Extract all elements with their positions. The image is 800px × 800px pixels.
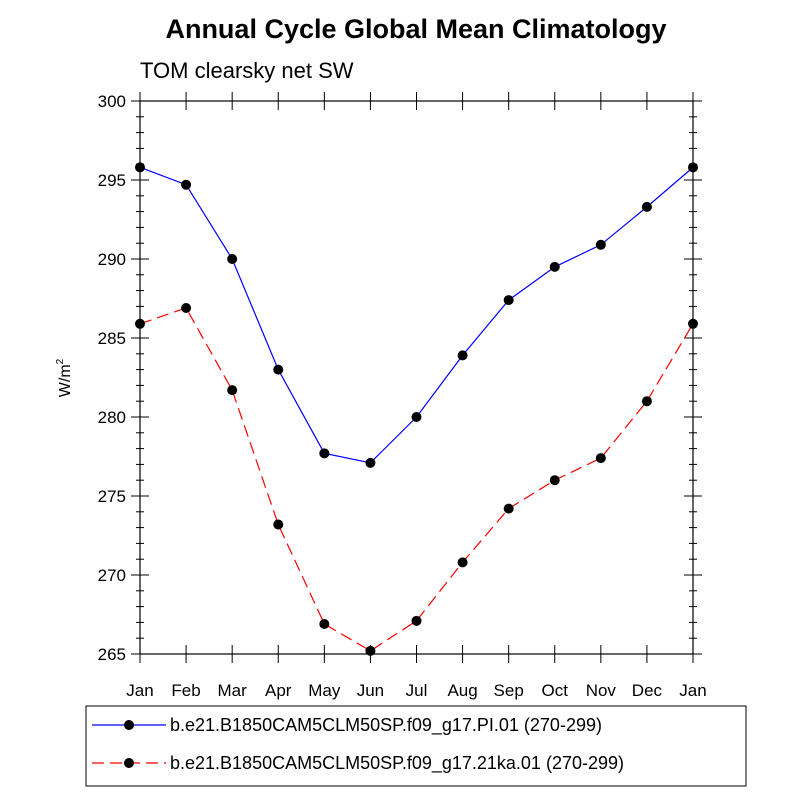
x-tick-label: Dec	[632, 681, 663, 700]
x-tick-label: Oct	[542, 681, 569, 700]
x-tick-label: Sep	[494, 681, 524, 700]
series-1-point	[411, 412, 422, 422]
series-1-point	[688, 162, 698, 173]
y-axis-label-unit: W/m	[57, 364, 74, 397]
legend: b.e21.B1850CAM5CLM50SP.f09_g17.PI.01 (27…	[92, 715, 624, 774]
series-line-2	[139, 307, 694, 652]
y-tick-label: 270	[98, 566, 126, 585]
y-tick-label: 285	[98, 329, 126, 348]
x-tick-label: Jan	[679, 681, 706, 700]
series-2-point	[135, 318, 145, 329]
series-1-point	[227, 254, 238, 264]
series-2-point	[319, 618, 330, 629]
legend-box	[85, 705, 747, 787]
x-tick-label: Jan	[126, 681, 153, 700]
series-2-point	[273, 519, 284, 530]
series-2-point	[503, 503, 514, 514]
series-2-point	[595, 453, 606, 464]
x-tick-label: May	[308, 681, 341, 700]
y-tick-label: 290	[98, 250, 126, 269]
series-1-point	[273, 364, 284, 375]
x-tick-label: Jul	[406, 681, 428, 700]
x-tick-label: Apr	[265, 681, 292, 700]
series-layer	[135, 162, 698, 656]
series-1-point	[319, 448, 330, 459]
legend-label-1: b.e21.B1850CAM5CLM50SP.f09_g17.PI.01 (27…	[170, 715, 602, 736]
series-1-point	[135, 162, 145, 173]
series-1-point	[549, 261, 560, 272]
series-1-point	[365, 457, 376, 468]
series-1-point	[181, 179, 192, 190]
legend-label-2: b.e21.B1850CAM5CLM50SP.f09_g17.21ka.01 (…	[170, 753, 624, 774]
series-1-point	[641, 201, 652, 212]
series-1-point	[457, 350, 468, 361]
series-2-point	[549, 475, 560, 486]
chart-subtitle: TOM clearsky net SW	[140, 58, 354, 83]
y-axis-label: W/m2	[55, 358, 74, 397]
x-tick-label: Aug	[447, 681, 477, 700]
legend-marker-2	[124, 758, 134, 768]
axis-ticks	[131, 92, 702, 663]
x-tick-label: Jun	[357, 681, 384, 700]
x-tick-label: Feb	[171, 681, 200, 700]
series-2-point	[411, 615, 422, 626]
series-2-point	[365, 645, 376, 656]
chart-title: Annual Cycle Global Mean Climatology	[165, 14, 666, 44]
x-tick-label: Mar	[218, 681, 248, 700]
y-tick-label: 265	[98, 645, 126, 664]
series-2-point	[227, 385, 238, 396]
y-tick-label: 300	[98, 92, 126, 111]
series-2-point	[457, 557, 468, 568]
series-1-point	[503, 295, 514, 306]
y-tick-label: 295	[98, 171, 126, 190]
y-tick-label: 280	[98, 408, 126, 427]
series-2-point	[641, 396, 652, 407]
plot-frame	[139, 100, 694, 655]
series-1-point	[595, 239, 606, 250]
y-axis-label-exponent: 2	[55, 358, 66, 364]
x-tick-label: Nov	[586, 681, 617, 700]
y-tick-labels: 265 270 275 280 285 290 295 300	[98, 92, 126, 664]
legend-marker-1	[124, 720, 134, 730]
series-2-point	[688, 318, 698, 329]
series-2-point	[181, 302, 192, 313]
x-tick-labels: Jan Feb Mar Apr May Jun Jul Aug Sep Oct Nov Dec Jan	[126, 681, 706, 700]
y-tick-label: 275	[98, 487, 126, 506]
